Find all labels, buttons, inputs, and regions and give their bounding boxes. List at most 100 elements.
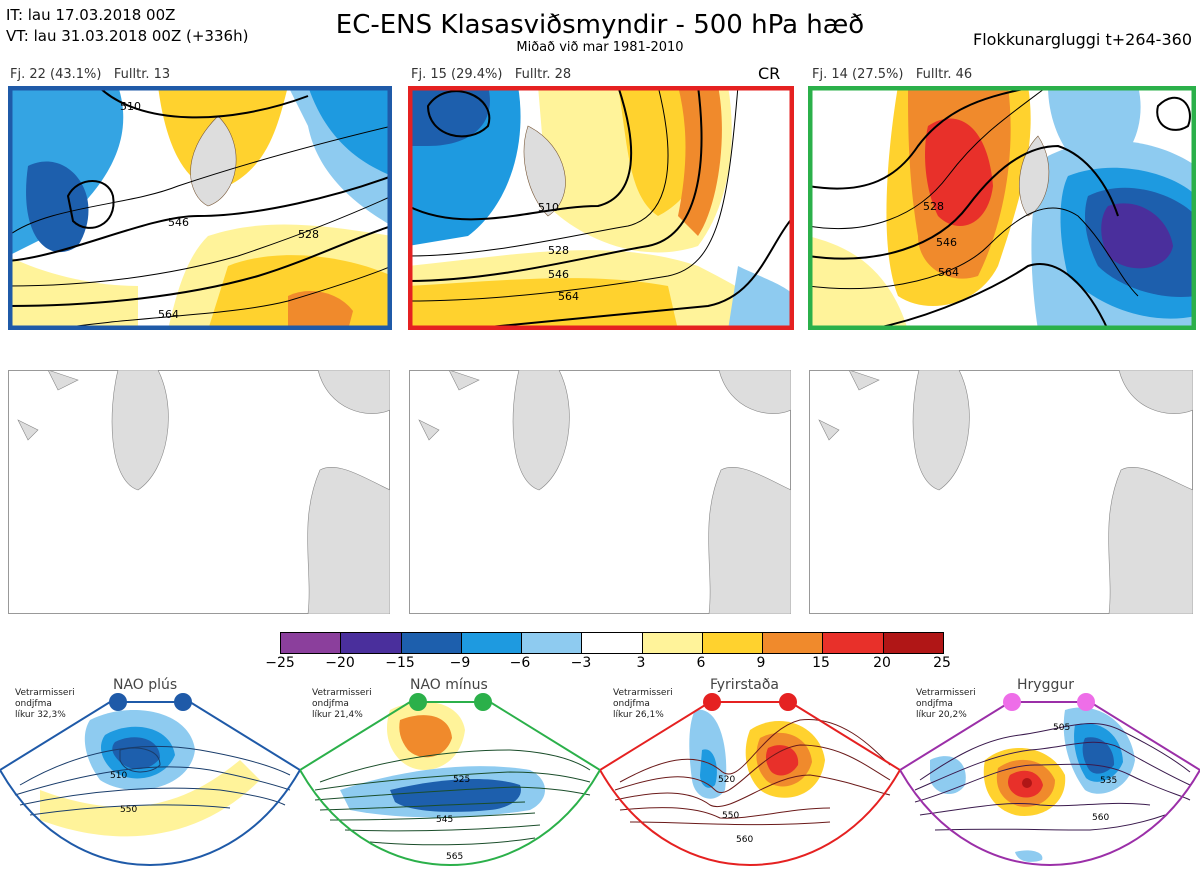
- colorbar-swatch: [763, 633, 824, 653]
- colorbar-swatch: [642, 633, 703, 653]
- cluster-3-rep: Fulltr. 46: [915, 67, 973, 82]
- cluster-3-map: 528 546 564: [808, 86, 1196, 330]
- regime-3-title: Fyrirstaða: [710, 677, 779, 693]
- cluster-1-border: [8, 86, 392, 330]
- cluster-1-rep: Fulltr. 13: [113, 67, 171, 82]
- regime-contour-label: 520: [718, 775, 735, 785]
- colorbar-tick: 15: [812, 655, 830, 671]
- colorbar-tick: −20: [325, 655, 355, 671]
- regime-2-map: 525 545 565: [300, 693, 600, 867]
- cluster-2-border: [408, 86, 794, 330]
- colorbar-swatch: [461, 633, 523, 653]
- regime-3-season: Vetrarmisseri: [613, 688, 673, 698]
- colorbar-tick: −3: [570, 655, 592, 671]
- colorbar-swatch: [702, 633, 764, 653]
- regime-4-prob: líkur 20,2%: [916, 710, 967, 720]
- page-title: EC-ENS Klasasviðsmyndir - 500 hPa hæð: [335, 10, 865, 40]
- cluster-3-name: Fj. 14 (27.5%): [812, 67, 904, 82]
- regime-1-title: NAO plús: [113, 677, 178, 693]
- contour-label: 564: [558, 290, 579, 303]
- regime-4-months: ondjfma: [916, 699, 953, 709]
- regime-2-months: ondjfma: [312, 699, 349, 709]
- colorbar-tick: −15: [385, 655, 415, 671]
- init-time: IT: lau 17.03.2018 00Z: [6, 6, 176, 24]
- contour-label: 510: [120, 100, 141, 113]
- colorbar-tick: 6: [696, 655, 706, 671]
- regime-contour-label: 565: [446, 852, 463, 862]
- colorbar-tick: 25: [933, 655, 951, 671]
- regime-1-months: ondjfma: [15, 699, 52, 709]
- regime-contour-label: 510: [110, 771, 127, 781]
- colorbar-swatch: [281, 633, 342, 653]
- regime-3-dot: [779, 693, 797, 711]
- regime-4-map: 505 535 560: [900, 693, 1200, 867]
- cluster-2-cr: CR: [758, 64, 781, 83]
- empty-map-3: [809, 370, 1193, 614]
- colorbar-tick: −6: [509, 655, 531, 671]
- regime-contour-label: 525: [453, 775, 470, 785]
- colorbar-swatch: [883, 633, 943, 653]
- regime-3-dot: [703, 693, 721, 711]
- colorbar-tick: 3: [636, 655, 646, 671]
- colorbar-tick: 20: [873, 655, 891, 671]
- regime-2-title: NAO mínus: [410, 677, 488, 693]
- header-info: IT: lau 17.03.2018 00Z VT: lau 31.03.201…: [6, 5, 248, 47]
- regime-1-info: Vetrarmisseri ondjfma líkur 32,3%: [15, 688, 75, 721]
- page-subtitle: Miðað við mar 1981-2010: [516, 40, 684, 55]
- contour-label: 564: [158, 308, 179, 321]
- cluster-1-name: Fj. 22 (43.1%): [10, 67, 102, 82]
- regime-contour-label: 535: [1100, 776, 1117, 786]
- regime-contour-label: 550: [120, 805, 137, 815]
- colorbar: [280, 632, 944, 654]
- contour-label: 510: [538, 201, 559, 214]
- regime-1-map: 510 550: [0, 693, 300, 867]
- empty-map-2: [409, 370, 791, 614]
- regime-4-info: Vetrarmisseri ondjfma líkur 20,2%: [916, 688, 976, 721]
- regime-4-title: Hryggur: [1017, 677, 1074, 693]
- cluster-1-map: 510 546 528 564: [8, 86, 392, 330]
- cluster-2-map: 510 528 546 564: [408, 86, 794, 330]
- regime-1-dot: [174, 693, 192, 711]
- colorbar-tick: −25: [265, 655, 295, 671]
- cluster-3-border: [808, 86, 1196, 330]
- regime-contour-label: 505: [1053, 723, 1070, 733]
- cluster-2-rep: Fulltr. 28: [514, 67, 572, 82]
- cluster-2-label: Fj. 15 (29.4%) Fulltr. 28: [411, 67, 571, 82]
- regime-1-dot: [109, 693, 127, 711]
- colorbar-swatch: [823, 633, 884, 653]
- regime-4-season: Vetrarmisseri: [916, 688, 976, 698]
- contour-label: 546: [168, 216, 189, 229]
- regime-1-prob: líkur 32,3%: [15, 710, 66, 720]
- regime-contour-label: 550: [722, 811, 739, 821]
- cluster-window: Flokkunargluggi t+264-360: [973, 30, 1192, 49]
- regime-contour-label: 560: [736, 835, 753, 845]
- colorbar-swatch: [522, 633, 583, 653]
- contour-label: 528: [548, 244, 569, 257]
- regime-2-prob: líkur 21,4%: [312, 710, 363, 720]
- regime-1-season: Vetrarmisseri: [15, 688, 75, 698]
- colorbar-swatch: [401, 633, 462, 653]
- regime-2-info: Vetrarmisseri ondjfma líkur 21,4%: [312, 688, 372, 721]
- contour-label: 546: [936, 236, 957, 249]
- regime-3-map: 520 550 560: [600, 693, 900, 867]
- colorbar-tick: 9: [756, 655, 766, 671]
- colorbar-tick: −9: [449, 655, 471, 671]
- regime-contour-label: 545: [436, 815, 453, 825]
- regime-3-info: Vetrarmisseri ondjfma líkur 26,1%: [613, 688, 673, 721]
- cluster-3-label: Fj. 14 (27.5%) Fulltr. 46: [812, 67, 972, 82]
- contour-label: 528: [298, 228, 319, 241]
- regime-2-season: Vetrarmisseri: [312, 688, 372, 698]
- colorbar-swatch: [341, 633, 402, 653]
- regime-4-dot: [1003, 693, 1021, 711]
- cluster-2-name: Fj. 15 (29.4%): [411, 67, 503, 82]
- contour-label: 546: [548, 268, 569, 281]
- cluster-1-label: Fj. 22 (43.1%) Fulltr. 13: [10, 67, 170, 82]
- regime-2-dot: [409, 693, 427, 711]
- colorbar-swatch: [582, 633, 643, 653]
- empty-map-1: [8, 370, 390, 614]
- valid-time: VT: lau 31.03.2018 00Z (+336h): [6, 27, 249, 45]
- regime-2-dot: [474, 693, 492, 711]
- regime-3-prob: líkur 26,1%: [613, 710, 664, 720]
- regime-contour-label: 560: [1092, 813, 1109, 823]
- contour-label: 528: [923, 200, 944, 213]
